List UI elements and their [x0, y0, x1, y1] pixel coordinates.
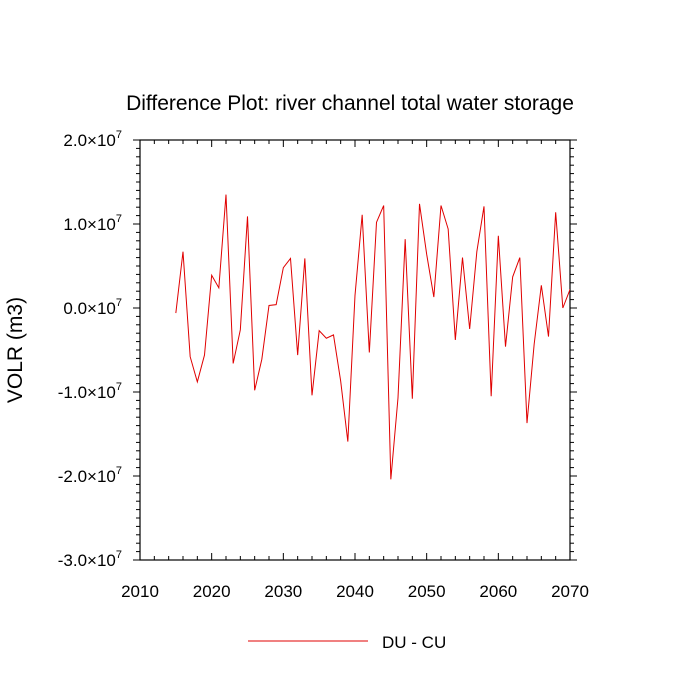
plot-frame	[139, 139, 571, 561]
x-tick-label: 2020	[193, 582, 231, 601]
axis-ticks	[133, 139, 577, 561]
y-tick-labels: 2.0×107 1.0×107 0.0×107 -1.0×107 -2.0×107 -3.…	[58, 129, 122, 570]
y-tick-label: 2.0×107	[63, 129, 122, 150]
y-tick-label: -3.0×107	[58, 549, 122, 570]
series-line-du-cu	[175, 194, 570, 480]
y-axis-label: VOLR (m3)	[4, 297, 27, 403]
x-tick-label: 2040	[336, 582, 374, 601]
y-tick-label: 0.0×107	[63, 297, 122, 318]
x-tick-label: 2010	[121, 582, 159, 601]
plot-area	[175, 194, 570, 480]
x-tick-labels: 2010 2020 2030 2040 2050 2060 2070	[121, 582, 589, 601]
y-tick-label: -2.0×107	[58, 465, 122, 486]
x-tick-label: 2060	[479, 582, 517, 601]
x-tick-label: 2030	[264, 582, 302, 601]
legend-label-du-cu: DU - CU	[382, 633, 446, 652]
x-tick-label: 2070	[551, 582, 589, 601]
y-tick-label: 1.0×107	[63, 213, 122, 234]
chart-title: Difference Plot: river channel total wat…	[126, 92, 574, 115]
y-tick-label: -1.0×107	[58, 381, 122, 402]
x-tick-label: 2050	[408, 582, 446, 601]
legend: DU - CU	[248, 633, 446, 652]
